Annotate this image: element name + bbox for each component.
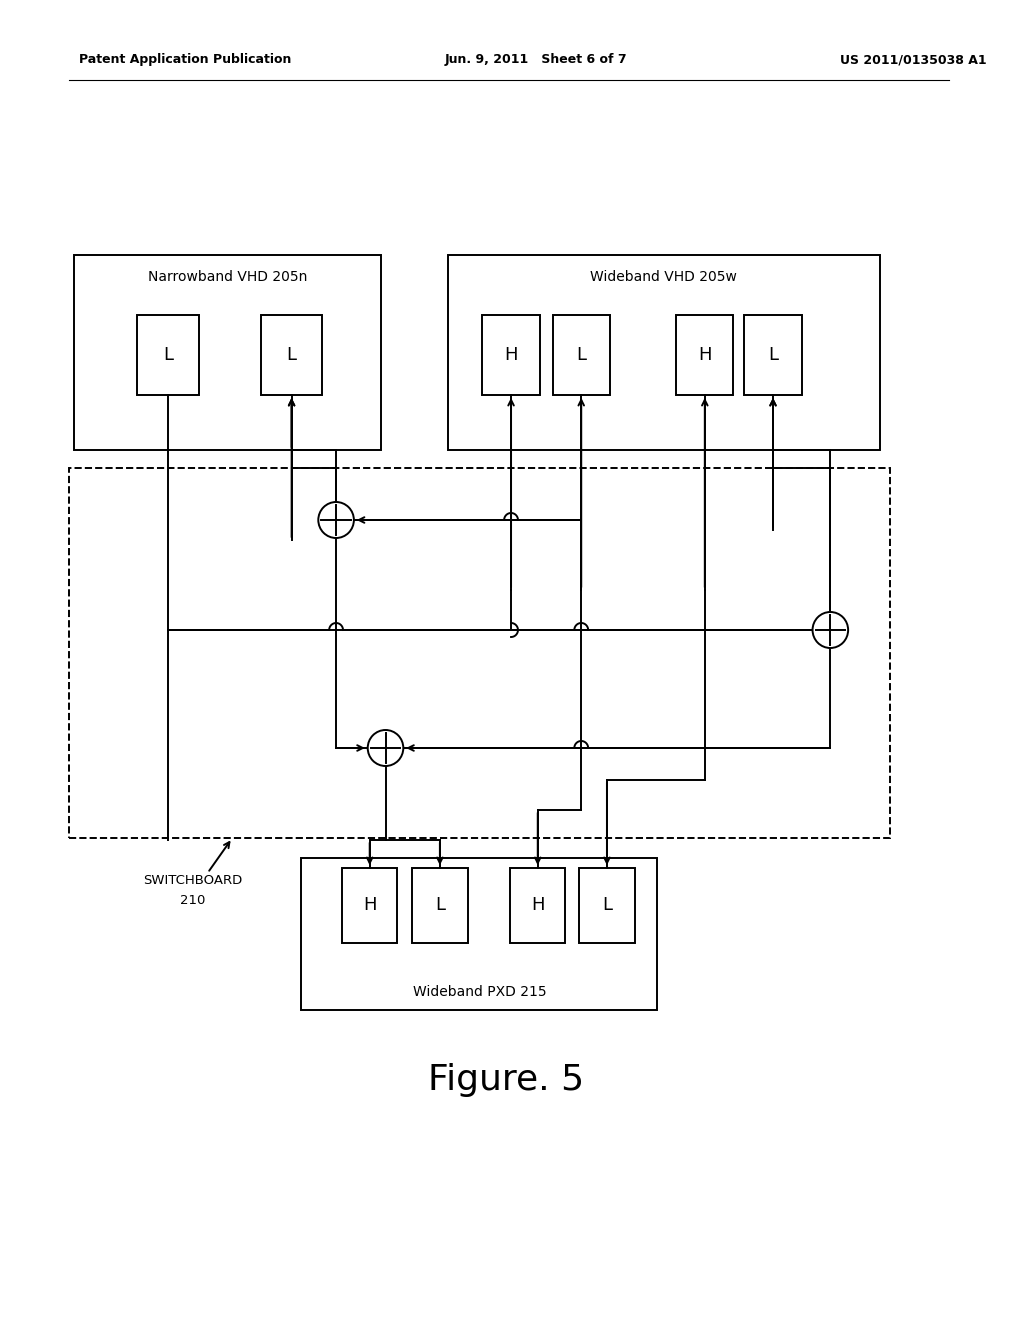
Text: H: H <box>504 346 518 364</box>
Text: SWITCHBOARD: SWITCHBOARD <box>143 874 243 887</box>
Bar <box>447 255 880 450</box>
Bar <box>744 315 802 395</box>
Text: L: L <box>768 346 778 364</box>
Bar <box>70 469 890 838</box>
Text: L: L <box>602 896 612 915</box>
Text: H: H <box>698 346 712 364</box>
Text: Wideband PXD 215: Wideband PXD 215 <box>413 985 546 999</box>
Text: Patent Application Publication: Patent Application Publication <box>79 54 292 66</box>
Text: H: H <box>362 896 377 915</box>
Bar <box>342 869 397 942</box>
Text: H: H <box>531 896 545 915</box>
Bar <box>510 869 565 942</box>
Text: Jun. 9, 2011   Sheet 6 of 7: Jun. 9, 2011 Sheet 6 of 7 <box>444 54 628 66</box>
Bar <box>74 255 381 450</box>
Bar <box>137 315 199 395</box>
Bar <box>580 869 635 942</box>
Circle shape <box>813 612 848 648</box>
Bar <box>261 315 323 395</box>
Text: 210: 210 <box>180 894 206 907</box>
Bar <box>676 315 733 395</box>
Text: Narrowband VHD 205n: Narrowband VHD 205n <box>147 271 307 284</box>
Bar <box>482 315 540 395</box>
Circle shape <box>318 502 354 539</box>
Text: L: L <box>287 346 297 364</box>
Text: L: L <box>435 896 444 915</box>
Bar <box>413 869 468 942</box>
Text: Wideband VHD 205w: Wideband VHD 205w <box>591 271 737 284</box>
Text: Figure. 5: Figure. 5 <box>428 1063 584 1097</box>
Bar <box>301 858 657 1010</box>
Text: L: L <box>577 346 586 364</box>
Text: L: L <box>163 346 173 364</box>
Bar <box>553 315 610 395</box>
Circle shape <box>368 730 403 766</box>
Text: US 2011/0135038 A1: US 2011/0135038 A1 <box>841 54 987 66</box>
